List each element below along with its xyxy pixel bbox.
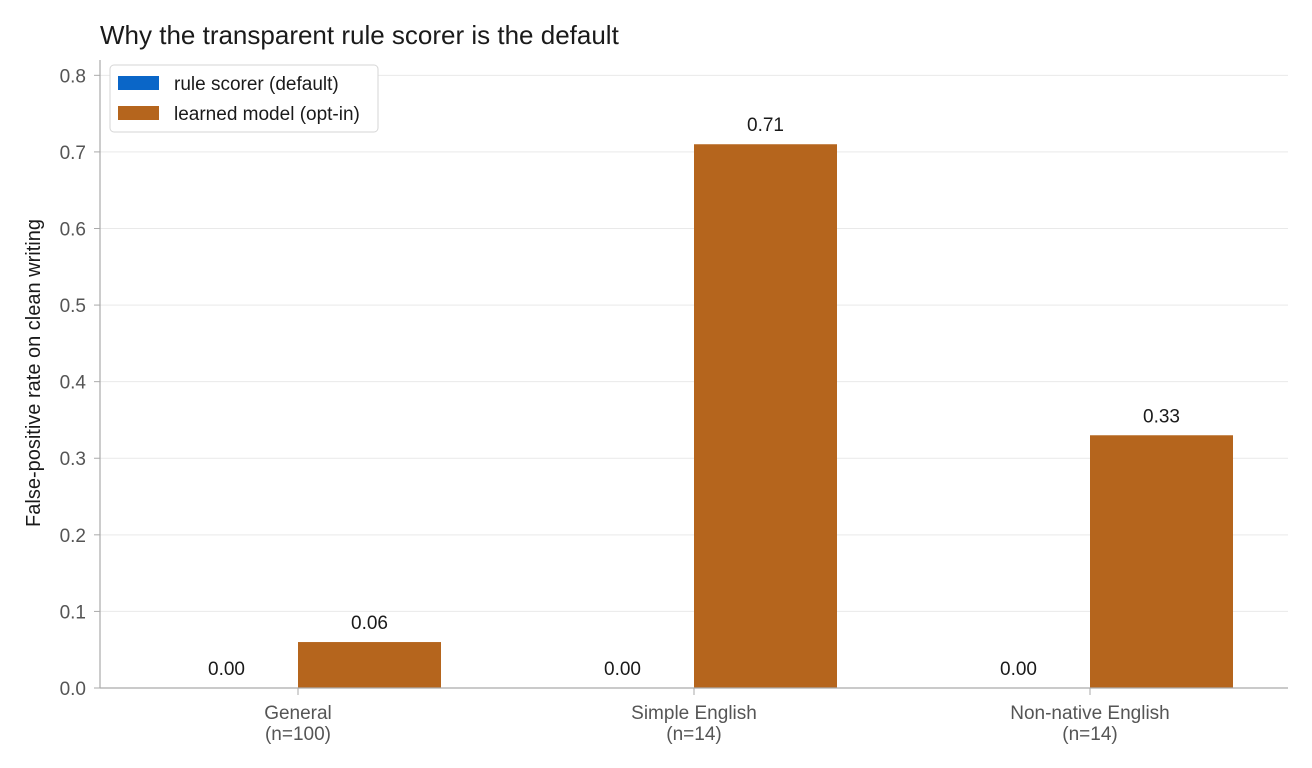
bar-value-label: 0.00 <box>604 659 641 680</box>
y-tick-label: 0.3 <box>60 449 86 470</box>
bar-learned-model <box>1090 435 1233 688</box>
bar-value-label: 0.06 <box>351 613 388 634</box>
y-tick-label: 0.4 <box>60 373 87 394</box>
bar-learned-model <box>298 642 441 688</box>
y-tick-label: 0.8 <box>60 66 86 87</box>
legend-swatch-learned-model <box>118 106 159 120</box>
x-tick-label: Simple English <box>631 703 757 724</box>
data-labels: 0.00 0.06 0.00 0.71 0.00 0.33 <box>208 115 1180 680</box>
y-tick-label: 0.5 <box>60 296 86 317</box>
bar-value-label: 0.33 <box>1143 406 1180 427</box>
y-tick-label: 0.6 <box>60 219 86 240</box>
chart-title: Why the transparent rule scorer is the d… <box>100 20 620 50</box>
bar-value-label: 0.00 <box>208 659 245 680</box>
legend-box <box>109 64 379 133</box>
x-tick-sublabel: (n=100) <box>265 724 331 745</box>
y-tick-label: 0.2 <box>60 526 86 547</box>
bar-value-label: 0.71 <box>747 115 784 136</box>
bar-learned-model <box>694 144 837 688</box>
x-tick-sublabel: (n=14) <box>1062 724 1117 745</box>
axes: 0.0 0.1 0.2 0.3 0.4 0.5 0.6 0.7 0.8 General(n=100… <box>60 60 1288 745</box>
y-tick-label: 0.7 <box>60 143 86 164</box>
legend-label-rule-scorer: rule scorer (default) <box>174 74 339 95</box>
legend: rule scorer (default) learned model (opt… <box>109 64 379 133</box>
legend-swatch-rule-scorer <box>118 76 159 90</box>
bars <box>298 144 1233 688</box>
x-tick-label: General <box>264 703 332 724</box>
y-tick-label: 0.1 <box>60 602 86 623</box>
x-tick-label: Non-native English <box>1010 703 1169 724</box>
y-tick-label: 0.0 <box>60 679 86 700</box>
bar-value-label: 0.00 <box>1000 659 1037 680</box>
y-axis-label: False-positive rate on clean writing <box>23 219 45 527</box>
x-tick-sublabel: (n=14) <box>666 724 721 745</box>
legend-label-learned-model: learned model (opt-in) <box>174 104 360 125</box>
